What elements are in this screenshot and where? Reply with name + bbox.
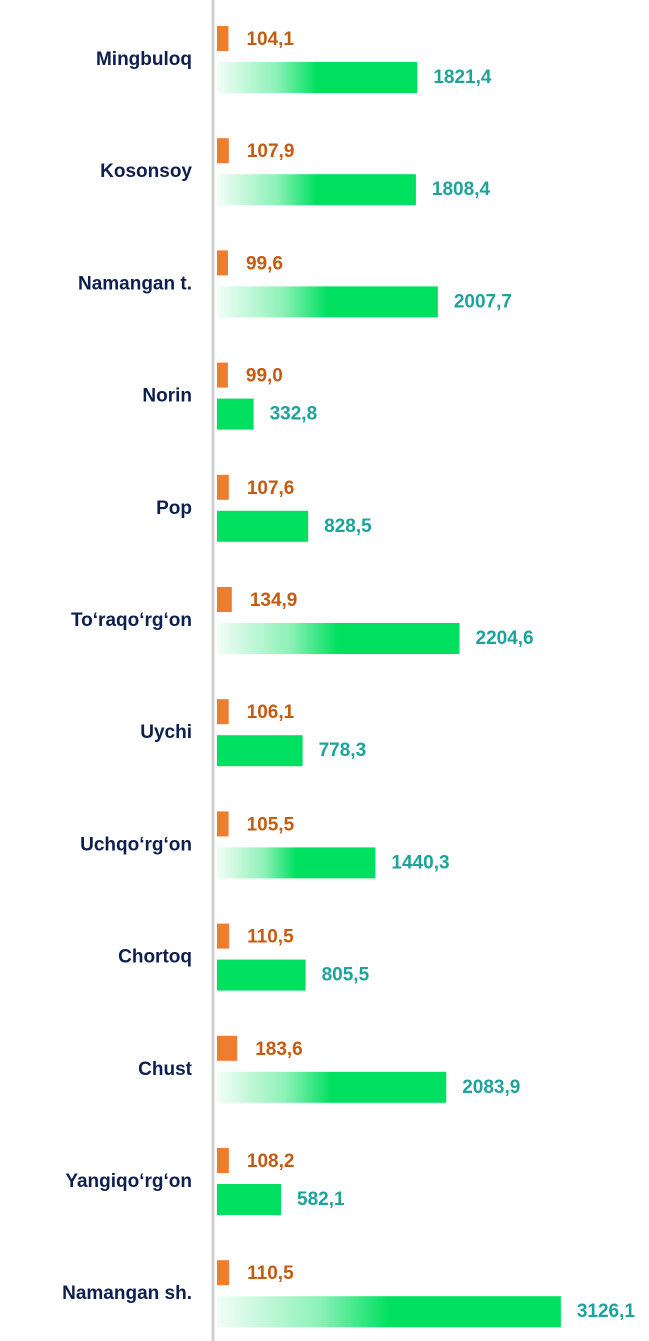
value-label: 108,2 xyxy=(247,1151,295,1172)
category-label: Mingbuloq xyxy=(96,49,192,70)
value-label: 99,6 xyxy=(246,253,283,274)
bar xyxy=(217,362,228,388)
bar xyxy=(217,510,309,542)
value-label: 107,6 xyxy=(247,478,295,499)
category-label: Namangan sh. xyxy=(62,1283,192,1304)
bar xyxy=(217,286,438,318)
value-label: 332,8 xyxy=(270,404,318,425)
bar xyxy=(217,1260,230,1286)
category-label: Yangiqo‘rg‘on xyxy=(65,1171,192,1192)
value-label: 110,5 xyxy=(247,927,294,948)
value-label: 110,5 xyxy=(247,1263,294,1284)
value-label: 1808,4 xyxy=(432,179,491,200)
category-label: Namangan t. xyxy=(78,273,192,294)
category-label: Uychi xyxy=(140,722,192,743)
category-label: Kosonsoy xyxy=(100,161,192,182)
bar xyxy=(217,174,416,206)
category-label: To‘raqo‘rg‘on xyxy=(71,610,192,631)
bar xyxy=(217,735,303,767)
bar xyxy=(217,474,229,500)
value-label: 2204,6 xyxy=(476,628,534,649)
bar xyxy=(217,623,460,654)
bar xyxy=(217,1296,561,1328)
category-label: Uchqo‘rg‘on xyxy=(80,834,192,855)
value-label: 2083,9 xyxy=(462,1077,520,1098)
value-label: 3126,1 xyxy=(577,1301,636,1322)
bar xyxy=(217,959,306,991)
category-label: Pop xyxy=(156,498,192,519)
value-label: 99,0 xyxy=(246,366,283,387)
value-label: 805,5 xyxy=(322,965,370,986)
value-label: 1821,4 xyxy=(433,67,492,88)
bar xyxy=(217,62,418,93)
value-label: 106,1 xyxy=(247,702,295,723)
category-label: Chust xyxy=(138,1059,193,1080)
bar xyxy=(217,398,254,430)
value-label: 1440,3 xyxy=(391,852,449,873)
bar xyxy=(217,250,228,276)
bar xyxy=(217,811,229,837)
value-label: 104,1 xyxy=(246,29,294,50)
value-label: 105,5 xyxy=(247,814,295,835)
bar xyxy=(217,1071,447,1103)
value-label: 2007,7 xyxy=(454,291,512,312)
value-label: 107,9 xyxy=(247,141,295,162)
bar xyxy=(217,587,232,612)
category-label: Norin xyxy=(142,386,192,407)
bar xyxy=(217,1148,229,1173)
value-label: 582,1 xyxy=(297,1189,345,1210)
bar xyxy=(217,1184,282,1215)
bar xyxy=(217,26,229,51)
value-label: 778,3 xyxy=(319,740,367,761)
value-label: 134,9 xyxy=(250,590,298,611)
bar xyxy=(217,847,376,879)
value-label: 828,5 xyxy=(324,516,372,537)
category-label: Chortoq xyxy=(118,947,192,968)
bar xyxy=(217,138,229,164)
bar xyxy=(217,1035,238,1061)
bar xyxy=(217,699,229,725)
bar xyxy=(217,923,230,949)
value-label: 183,6 xyxy=(255,1039,303,1060)
